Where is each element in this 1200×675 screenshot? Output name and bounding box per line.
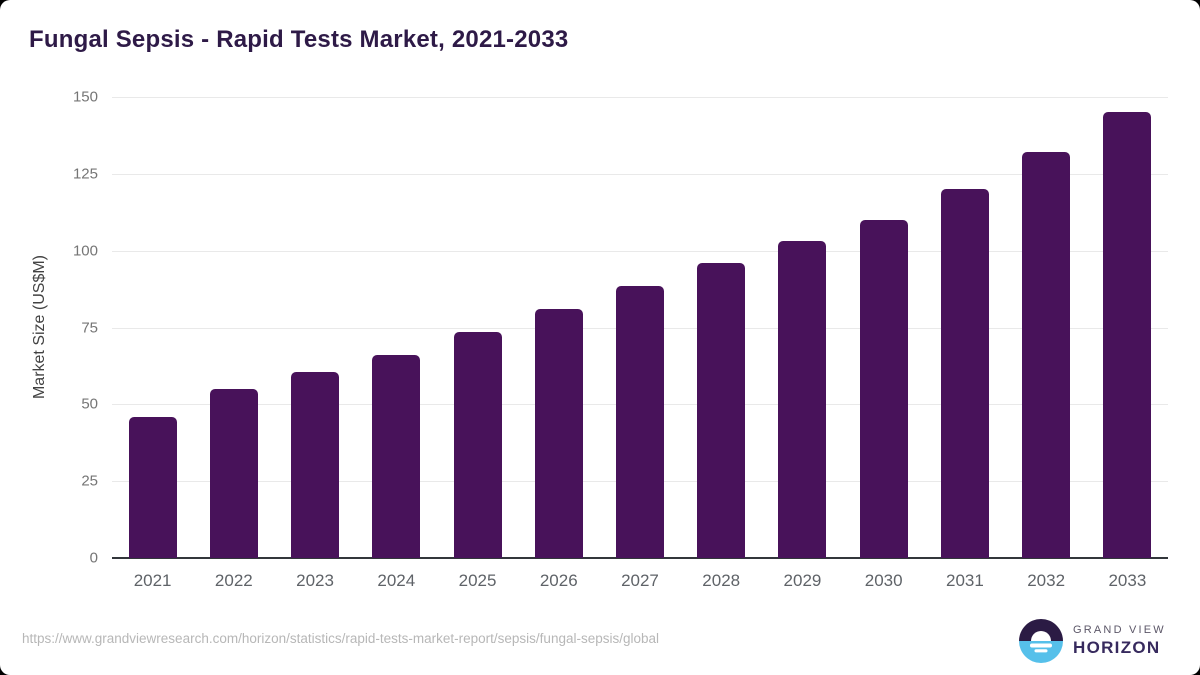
- chart-title: Fungal Sepsis - Rapid Tests Market, 2021…: [29, 26, 569, 53]
- bar-2031: [940, 189, 989, 558]
- logo-line-horizon: HORIZON: [1073, 638, 1161, 657]
- bar-2028: [697, 262, 746, 558]
- y-axis-title: Market Size (US$M): [31, 254, 48, 400]
- gridline-125: [112, 173, 1168, 175]
- y-tick-label-50: 50: [81, 395, 98, 413]
- y-tick-label-25: 25: [81, 472, 98, 490]
- y-tick-label-75: 75: [81, 319, 98, 336]
- plot-area: 0 25 50 75 100 125 150 2021 2022 2023 2024 2025 2026…: [73, 89, 1168, 590]
- x-tick-label-2024: 2024: [377, 571, 416, 590]
- x-tick-label-2029: 2029: [783, 571, 822, 590]
- x-tick-label-2030: 2030: [864, 571, 903, 590]
- logo-text: GRAND VIEW HORIZON: [1073, 624, 1166, 658]
- bar-2021: [128, 416, 177, 558]
- x-tick-label-2022: 2022: [214, 571, 253, 590]
- gridline-150: [112, 97, 1168, 98]
- y-tick-label-100: 100: [72, 242, 98, 260]
- logo-line-grand-view: GRAND VIEW: [1073, 624, 1166, 636]
- bar-2027: [616, 286, 664, 558]
- y-tick-label-0: 0: [89, 549, 98, 567]
- x-tick-label-2023: 2023: [296, 571, 334, 590]
- y-tick-label-150: 150: [72, 88, 98, 106]
- x-tick-label-2031: 2031: [945, 571, 984, 590]
- source-url: https://www.grandviewresearch.com/horizo…: [22, 631, 660, 646]
- bar-2025: [453, 332, 502, 558]
- horizon-logo-icon: [1019, 619, 1063, 663]
- bar-2030: [859, 219, 908, 558]
- bar-2022: [209, 388, 258, 558]
- x-axis-line: [112, 557, 1168, 559]
- bar-2033: [1103, 112, 1152, 558]
- x-tick-label-2028: 2028: [702, 571, 741, 590]
- bar-2024: [372, 355, 421, 558]
- x-tick-label-2025: 2025: [458, 571, 497, 590]
- x-tick-label-2027: 2027: [621, 571, 659, 590]
- x-tick-label-2026: 2026: [539, 571, 578, 590]
- x-tick-label-2032: 2032: [1027, 571, 1066, 590]
- bar-2023: [291, 372, 340, 558]
- grand-view-horizon-logo: GRAND VIEW HORIZON: [1019, 619, 1166, 663]
- gridline-100: [112, 250, 1168, 252]
- bar-2032: [1022, 152, 1071, 558]
- x-tick-label-2033: 2033: [1108, 571, 1147, 590]
- bar-2029: [778, 241, 827, 558]
- y-tick-label-125: 125: [72, 165, 98, 183]
- bar-2026: [534, 309, 583, 558]
- x-tick-label-2021: 2021: [133, 571, 172, 590]
